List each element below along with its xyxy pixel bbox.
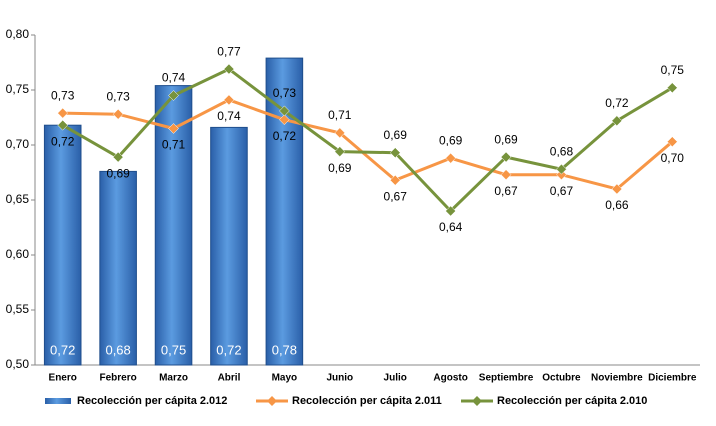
- marker: [445, 152, 456, 164]
- bar-value-label: 0,75: [161, 342, 186, 357]
- x-tick-label: Junio: [326, 373, 353, 384]
- line: [62, 98, 674, 191]
- x-tick-label: Febrero: [100, 373, 137, 384]
- y-tick-label: 0,75: [6, 82, 30, 96]
- data-label: 0,74: [217, 109, 241, 123]
- legend-marker: [472, 396, 482, 406]
- marker: [500, 169, 512, 181]
- data-label: 0,73: [106, 89, 130, 103]
- x-tick-label: Mayo: [272, 373, 298, 384]
- y-tick-label: 0,50: [6, 357, 30, 371]
- x-tick-label: Marzo: [159, 373, 188, 384]
- y-tick-label: 0,80: [6, 27, 30, 41]
- marker: [112, 151, 124, 163]
- y-tick-label: 0,65: [6, 192, 30, 206]
- data-label: 0,71: [162, 138, 186, 152]
- bar: [210, 126, 248, 366]
- legend-marker: [267, 396, 277, 406]
- data-label: 0,69: [384, 128, 408, 142]
- x-tick-label: Enero: [49, 373, 77, 384]
- data-label: 0,70: [661, 151, 685, 165]
- data-label: 0,68: [550, 144, 574, 158]
- data-label: 0,64: [439, 220, 463, 234]
- marker: [57, 107, 69, 119]
- bar: [265, 57, 304, 366]
- y-tick-label: 0,70: [6, 137, 30, 151]
- marker: [279, 114, 290, 126]
- marker: [279, 105, 290, 117]
- data-label: 0,67: [384, 189, 408, 203]
- y-tick-label: 0,60: [6, 247, 30, 261]
- data-label: 0,67: [550, 184, 574, 198]
- marker: [168, 90, 179, 101]
- marker: [334, 146, 346, 157]
- bar: [43, 124, 82, 366]
- x-tick-label: Julio: [384, 373, 407, 384]
- data-label: 0,73: [273, 86, 297, 100]
- bar-value-label: 0,78: [272, 342, 297, 357]
- x-tick-label: Octubre: [542, 373, 581, 384]
- data-label: 0,77: [217, 44, 241, 58]
- data-label: 0,73: [51, 88, 75, 102]
- data-label: 0,69: [328, 161, 352, 175]
- marker: [611, 183, 623, 195]
- y-tick-label: 0,55: [6, 302, 30, 316]
- data-label: 0,71: [328, 108, 352, 122]
- marker: [666, 82, 678, 94]
- marker: [500, 151, 512, 163]
- marker: [168, 123, 179, 134]
- bar-value-label: 0,68: [105, 342, 130, 357]
- marker: [445, 205, 456, 217]
- legend-label: Recolección per cápita 2.012: [77, 395, 227, 407]
- x-tick-label: Agosto: [433, 373, 467, 384]
- data-label: 0,69: [494, 132, 518, 146]
- marker: [556, 163, 567, 175]
- bar-value-label: 0,72: [216, 342, 241, 357]
- data-label: 0,67: [494, 184, 518, 198]
- marker: [666, 136, 678, 148]
- data-label: 0,74: [162, 71, 186, 85]
- x-tick-label: Noviembre: [591, 373, 643, 384]
- data-label: 0,69: [439, 133, 463, 147]
- data-label: 0,72: [273, 129, 297, 143]
- data-label: 0,69: [106, 166, 130, 180]
- legend-label: Recolección per cápita 2.010: [497, 395, 647, 407]
- data-label: 0,75: [661, 63, 685, 77]
- legend-label: Recolección per cápita 2.011: [292, 395, 442, 407]
- bar-value-label: 0,72: [50, 342, 75, 357]
- marker: [389, 174, 401, 186]
- legend-swatch: [45, 398, 71, 404]
- x-tick-label: Diciembre: [648, 373, 697, 384]
- marker: [611, 115, 623, 127]
- marker: [223, 94, 235, 106]
- bar: [99, 170, 137, 366]
- marker: [223, 63, 235, 75]
- x-tick-label: Septiembre: [479, 373, 534, 384]
- x-tick-label: Abril: [218, 373, 241, 384]
- data-label: 0,66: [605, 198, 629, 212]
- marker: [556, 169, 567, 181]
- marker: [389, 147, 401, 159]
- marker: [112, 108, 124, 120]
- marker: [334, 127, 346, 139]
- marker: [57, 119, 69, 131]
- line: [61, 67, 674, 214]
- data-label: 0,72: [605, 96, 629, 110]
- data-label: 0,72: [51, 134, 75, 148]
